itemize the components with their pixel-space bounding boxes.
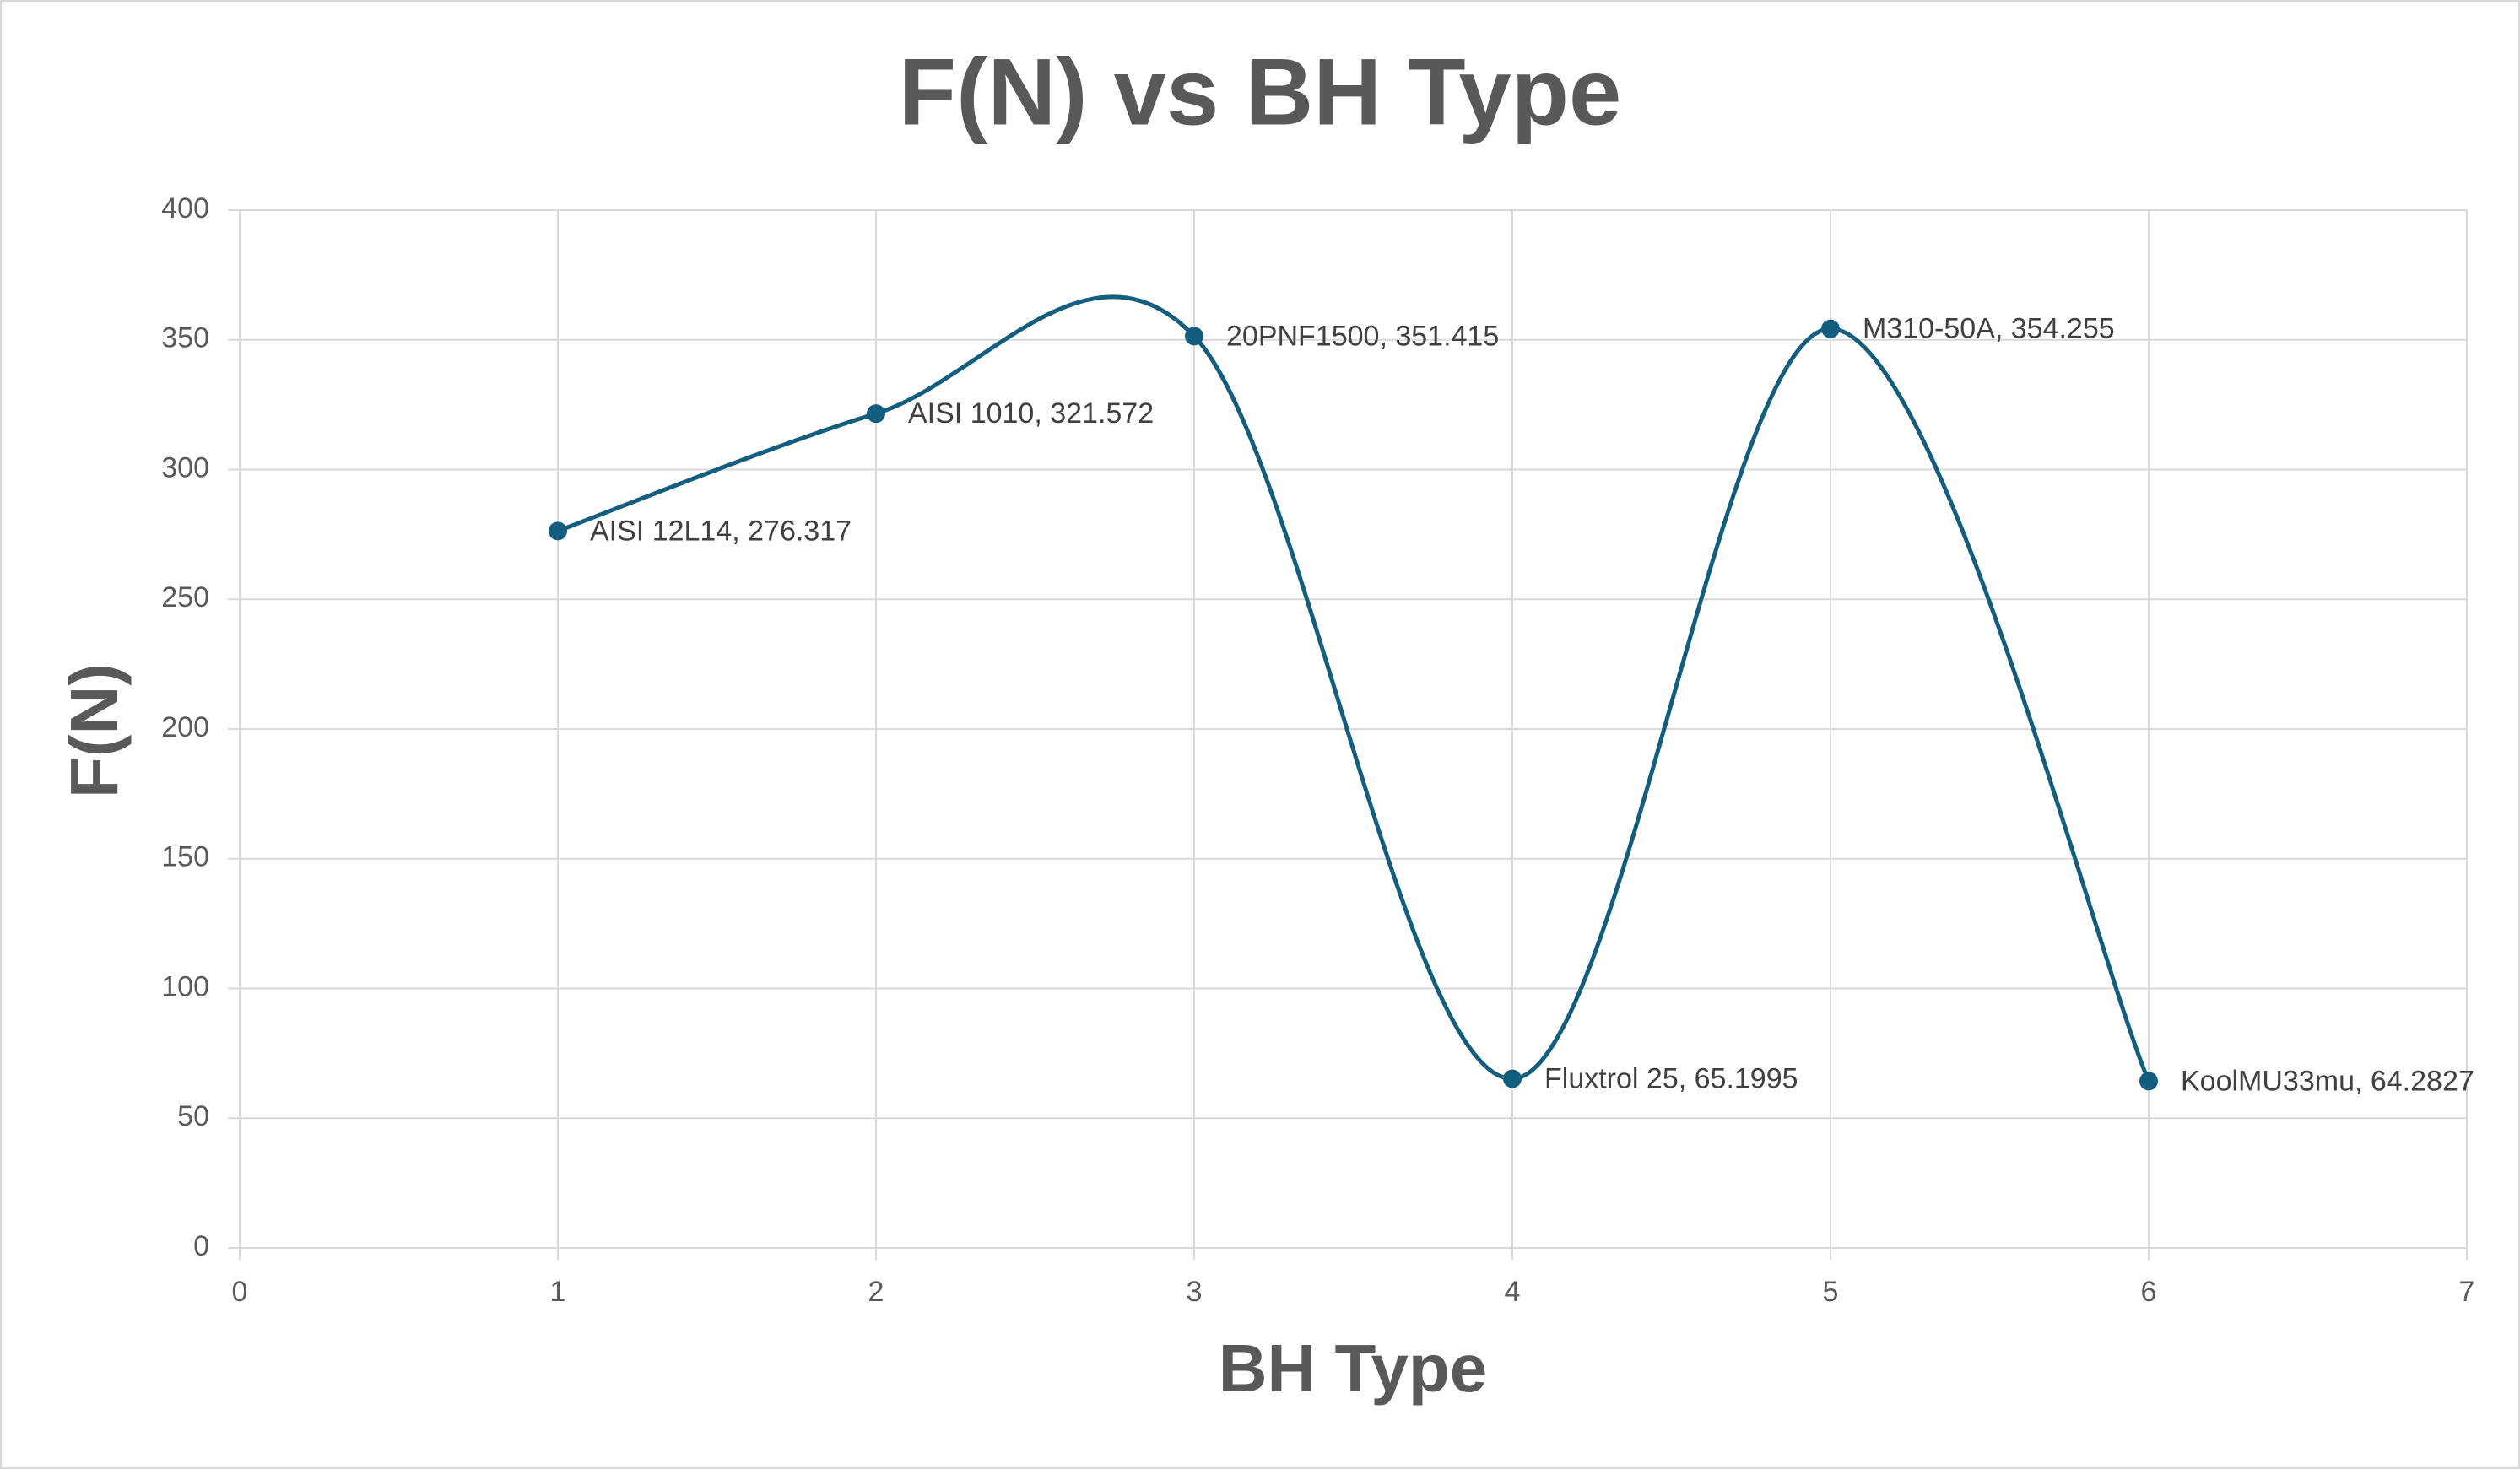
data-label: 20PNF1500, 351.415 bbox=[1226, 320, 1499, 352]
data-point bbox=[1185, 327, 1203, 346]
y-tick-label: 400 bbox=[161, 192, 209, 224]
x-tick-label: 1 bbox=[550, 1276, 566, 1308]
y-tick-label: 50 bbox=[177, 1100, 209, 1132]
x-tick-label: 0 bbox=[232, 1276, 248, 1308]
y-tick-label: 0 bbox=[193, 1230, 209, 1262]
series-line bbox=[557, 294, 2151, 1083]
x-tick-label: 2 bbox=[868, 1276, 884, 1308]
x-tick-label: 4 bbox=[1505, 1276, 1521, 1308]
data-label: KoolMU33mu, 64.2827 bbox=[2181, 1065, 2474, 1097]
y-tick-label: 350 bbox=[161, 322, 209, 354]
x-tick-label: 6 bbox=[2141, 1276, 2157, 1308]
y-axis-title: F(N) bbox=[57, 663, 132, 798]
data-point bbox=[1503, 1069, 1522, 1088]
data-label: AISI 12L14, 276.317 bbox=[590, 515, 852, 547]
y-tick-label: 300 bbox=[161, 451, 209, 483]
data-point bbox=[549, 521, 567, 541]
y-tick-label: 250 bbox=[161, 581, 209, 613]
data-label: AISI 1010, 321.572 bbox=[908, 397, 1154, 429]
chart-title: F(N) vs BH Type bbox=[899, 40, 1622, 145]
data-label: M310-50A, 354.255 bbox=[1863, 313, 2115, 345]
x-axis-title: BH Type bbox=[1219, 1331, 1488, 1406]
x-tick-label: 5 bbox=[1823, 1276, 1839, 1308]
y-tick-label: 100 bbox=[161, 970, 209, 1002]
x-tick-label: 3 bbox=[1187, 1276, 1203, 1308]
y-tick-label: 200 bbox=[161, 711, 209, 743]
y-tick-label: 150 bbox=[161, 841, 209, 873]
data-point bbox=[867, 404, 885, 424]
data-point bbox=[1821, 319, 1840, 338]
data-point bbox=[2139, 1072, 2158, 1091]
x-tick-label: 7 bbox=[2459, 1276, 2475, 1308]
data-label: Fluxtrol 25, 65.1995 bbox=[1544, 1062, 1798, 1094]
